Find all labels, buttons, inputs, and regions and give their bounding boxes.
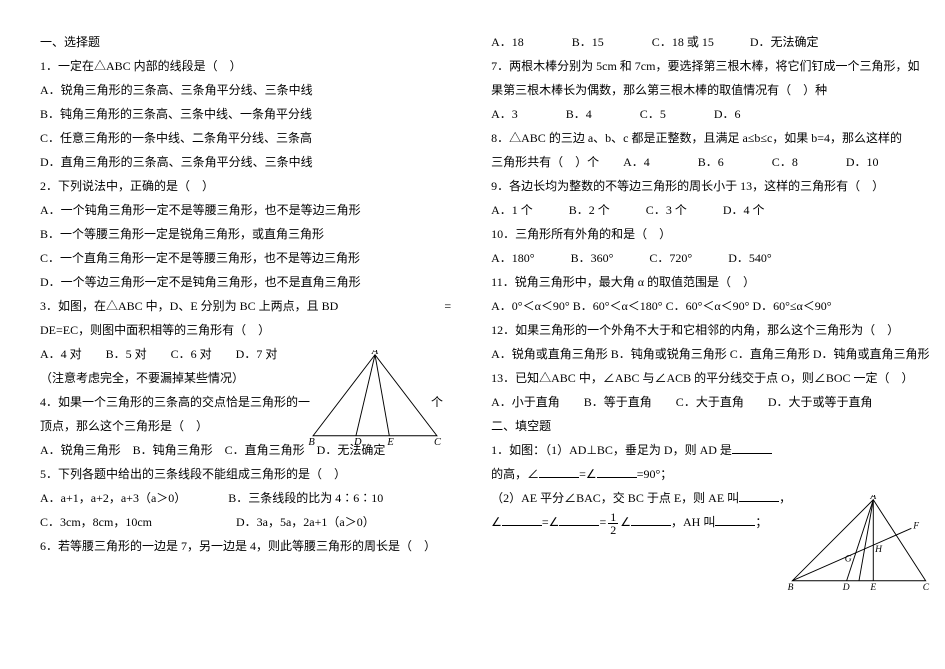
fq1d-m2: = <box>599 515 606 529</box>
blank-3 <box>597 466 637 478</box>
fq1d-tail: ； <box>755 515 767 529</box>
fill-q1-l2: 的高，∠ =∠ =90°； <box>491 462 929 486</box>
frac-num: 1 <box>608 511 618 524</box>
left-column: 一、选择题 1．一定在△ABC 内部的线段是（ ） A．锐角三角形的三条高、三条… <box>40 30 451 639</box>
q8-l1: 8．△ABC 的三边 a、b、c 都是正整数，且满足 a≤b≤c，如果 b=4，… <box>491 126 929 150</box>
q6: 6．若等腰三角形的一边是 7，另一边是 4，则此等腰三角形的周长是（ ） <box>40 534 451 558</box>
q1: 1．一定在△ABC 内部的线段是（ ） <box>40 54 451 78</box>
blank-1 <box>732 442 772 454</box>
right-column: A．18 B．15 C．18 或 15 D．无法确定 7．两根木棒分别为 5cm… <box>491 30 929 639</box>
q11: 11．锐角三角形中，最大角 α 的取值范围是（ ） <box>491 270 929 294</box>
label2-D: D <box>842 583 850 593</box>
section-heading-fill: 二、填空题 <box>491 414 929 438</box>
q3-line1: 3．如图，在△ABC 中，D、E 分别为 BC 上两点，且 BD = <box>40 294 451 318</box>
q10-opts: A．180° B．360° C．720° D．540° <box>491 246 929 270</box>
label-E: E <box>386 437 394 448</box>
q3-line2: DE=EC，则图中面积相等的三角形有（ ） <box>40 318 451 342</box>
q5-ab: A．a+1，a+2，a+3（a＞0） B．三条线段的比为 4∶6∶10 <box>40 486 451 510</box>
q2-a: A．一个钝角三角形一定不是等腰三角形，也不是等边三角形 <box>40 198 451 222</box>
q1-d: D．直角三角形的三条高、三条角平分线、三条中线 <box>40 150 451 174</box>
fq1-text: 1．如图：（1）AD⊥BC，垂足为 D，则 AD 是 <box>491 443 732 457</box>
blank-2 <box>539 466 579 478</box>
q8-l2: 三角形共有（ ）个 A．4 B．6 C．8 D．10 <box>491 150 929 174</box>
fq1d-end: ，AH 叫 <box>671 515 715 529</box>
label2-G: G <box>845 555 852 565</box>
q11-opts: A．0°＜α＜90° B．60°＜α＜180° C．60°＜α＜90° D．60… <box>491 294 929 318</box>
triangle-figure-2: A B C D E F G H <box>784 495 934 595</box>
q4-text: 4．如果一个三角形的三条高的交点恰是三角形的一 <box>40 395 310 409</box>
q13: 13．已知△ABC 中，∠ABC 与∠ACB 的平分线交于点 O，则∠BOC 一… <box>491 366 929 390</box>
frac-den: 2 <box>608 524 618 536</box>
label2-C: C <box>923 583 930 593</box>
label2-H: H <box>875 545 884 555</box>
q2-b: B．一个等腰三角形一定是锐角三角形，或直角三角形 <box>40 222 451 246</box>
label-B: B <box>308 437 315 448</box>
q9: 9．各边长均为整数的不等边三角形的周长小于 13，这样的三角形有（ ） <box>491 174 929 198</box>
q7-l2: 果第三根木棒长为偶数，那么第三根木棒的取值情况有（ ）种 <box>491 78 929 102</box>
blank-5 <box>502 514 542 526</box>
q12-opts: A．锐角或直角三角形 B．钝角或锐角三角形 C．直角三角形 D．钝角或直角三角形 <box>491 342 929 366</box>
fq1b-pre: 的高，∠ <box>491 467 539 481</box>
section-heading-choice: 一、选择题 <box>40 30 451 54</box>
fill-q1-l1: 1．如图：（1）AD⊥BC，垂足为 D，则 AD 是 <box>491 438 929 462</box>
label2-B: B <box>788 583 794 593</box>
q13-opts: A．小于直角 B．等于直角 C．大于直角 D．大于或等于直角 <box>491 390 929 414</box>
label-D: D <box>353 437 362 448</box>
label-A: A <box>371 350 379 357</box>
q12: 12．如果三角形的一个外角不大于和它相邻的内角，那么这个三角形为（ ） <box>491 318 929 342</box>
fq1d-m3: ∠ <box>620 515 631 529</box>
q3-text: 3．如图，在△ABC 中，D、E 分别为 BC 上两点，且 BD <box>40 299 338 313</box>
q5-cd: C．3cm，8cm，10cm D．3a，5a，2a+1（a＞0） <box>40 510 451 534</box>
blank-4 <box>739 490 779 502</box>
q7-l1: 7．两根木棒分别为 5cm 和 7cm，要选择第三根木棒，将它们钉成一个三角形，… <box>491 54 929 78</box>
q9-opts: A．1 个 B．2 个 C．3 个 D．4 个 <box>491 198 929 222</box>
fq1b-end: =90°； <box>637 467 673 481</box>
q2-c: C．一个直角三角形一定不是等腰三角形，也不是等边三角形 <box>40 246 451 270</box>
fraction-half: 12 <box>608 511 618 536</box>
q2: 2．下列说法中，正确的是（ ） <box>40 174 451 198</box>
q6-opts: A．18 B．15 C．18 或 15 D．无法确定 <box>491 30 929 54</box>
q1-a: A．锐角三角形的三条高、三条角平分线、三条中线 <box>40 78 451 102</box>
label2-E: E <box>870 583 877 593</box>
label-C: C <box>434 437 442 448</box>
q1-b: B．钝角三角形的三条高、三条中线、一条角平分线 <box>40 102 451 126</box>
fq1b-mid: =∠ <box>579 467 597 481</box>
q5: 5．下列各题中给出的三条线段不能组成三角形的是（ ） <box>40 462 451 486</box>
label2-F: F <box>913 521 920 531</box>
q7-opts: A．3 B．4 C．5 D．6 <box>491 102 929 126</box>
blank-8 <box>715 514 755 526</box>
blank-6 <box>559 514 599 526</box>
fq1d-pre: ∠ <box>491 515 502 529</box>
q3-eq: = <box>444 299 451 313</box>
q2-d: D．一个等边三角形一定不是钝角三角形，也不是直角三角形 <box>40 270 451 294</box>
label2-A: A <box>870 495 877 502</box>
q1-c: C．任意三角形的一条中线、二条角平分线、三条高 <box>40 126 451 150</box>
q10: 10．三角形所有外角的和是（ ） <box>491 222 929 246</box>
fq1d-m1: =∠ <box>542 515 560 529</box>
triangle-figure-1: A B D E C <box>305 350 445 450</box>
blank-7 <box>631 514 671 526</box>
fq1c-pre: （2）AE 平分∠BAC，交 BC 于点 E，则 AE 叫 <box>491 491 739 505</box>
